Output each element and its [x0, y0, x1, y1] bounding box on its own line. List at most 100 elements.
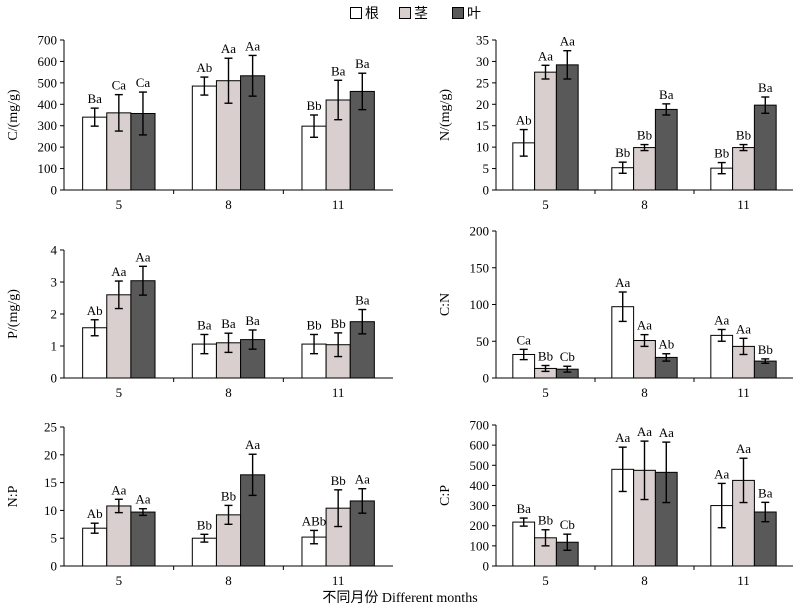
bar-leaf [349, 321, 375, 379]
data-label: Ba [245, 313, 260, 328]
y-tick-label: 0 [483, 371, 490, 386]
y-tick-label: 20 [44, 447, 57, 462]
data-label: Aa [637, 424, 652, 439]
y-axis-label: P/(mg/g) [6, 289, 21, 339]
bar-root [512, 521, 536, 567]
x-tick-label: 5 [542, 197, 549, 212]
y-axis-label: N/(mg/g) [438, 89, 453, 141]
y-tick-label: 3 [51, 275, 58, 290]
data-label: Cb [560, 517, 575, 532]
y-tick-label: 0 [51, 183, 58, 198]
x-tick-label: 11 [332, 197, 345, 212]
data-label: Aa [615, 275, 630, 290]
x-tick-label: 11 [332, 385, 345, 400]
data-label: Ba [331, 63, 346, 78]
y-tick-label: 400 [38, 97, 58, 112]
x-tick-label: 5 [542, 573, 549, 588]
chart-panel-4: 0 50 100 150 200 C:N 5 Ca Bb Cb 8 Aa Aa Ab 11 Aa Aa Bb [438, 224, 793, 400]
y-tick-label: 500 [38, 75, 58, 90]
data-label: Aa [714, 312, 729, 327]
data-label: Ab [87, 506, 103, 521]
y-tick-label: 2 [51, 307, 58, 322]
bar-root [82, 116, 108, 191]
y-tick-label: 30 [476, 54, 489, 69]
data-label: Ab [658, 337, 674, 352]
data-label: Aa [135, 249, 150, 264]
bar-leaf [130, 280, 156, 379]
y-tick-label: 0 [483, 559, 490, 574]
legend-swatch-leaf [452, 7, 464, 19]
y-tick-label: 4 [51, 243, 58, 258]
data-label: Aa [111, 264, 126, 279]
bar-leaf [130, 511, 156, 567]
data-label: Aa [615, 430, 630, 445]
x-tick-label: 8 [225, 197, 232, 212]
bar-leaf [753, 104, 777, 191]
bar-stem [732, 147, 755, 191]
x-tick-label: 8 [641, 197, 648, 212]
data-label: Bb [615, 145, 630, 160]
data-label: Bb [538, 513, 553, 528]
data-label: Bb [221, 488, 236, 503]
y-tick-label: 20 [476, 97, 489, 112]
data-label: Ba [516, 501, 531, 516]
chart-panel-5: 0 5 10 15 20 25 N:P 5 Ab Aa Aa 8 Bb Bb Aa 11 ABb Bb Aa [6, 420, 393, 588]
legend-label-leaf: 叶 [467, 7, 481, 22]
legend-item-stem: 茎 [399, 3, 428, 23]
y-tick-label: 600 [38, 54, 58, 69]
y-axis-label: C:P [438, 485, 453, 506]
bar-leaf [555, 64, 579, 191]
data-label: Ba [659, 87, 674, 102]
y-tick-label: 700 [470, 418, 490, 433]
y-tick-label: 15 [476, 118, 489, 133]
data-label: Bb [331, 316, 346, 331]
data-label: Bb [714, 146, 729, 161]
data-label: Aa [637, 318, 652, 333]
bar-leaf [654, 108, 678, 191]
data-label: Aa [736, 321, 751, 336]
bar-root [191, 537, 217, 567]
y-tick-label: 200 [470, 224, 490, 239]
y-tick-label: 100 [470, 297, 490, 312]
data-label: Ab [516, 113, 532, 128]
legend-swatch-root [350, 7, 362, 19]
data-label: Bb [637, 128, 652, 143]
y-tick-label: 150 [470, 260, 490, 275]
data-label: Aa [736, 441, 751, 456]
x-tick-label: 5 [116, 573, 123, 588]
bar-root [82, 527, 108, 567]
x-tick-label: 8 [641, 573, 648, 588]
x-tick-label: 11 [737, 197, 750, 212]
y-tick-label: 0 [51, 559, 58, 574]
bar-stem [633, 147, 656, 191]
data-label: Ba [221, 316, 236, 331]
data-label: Ba [355, 293, 370, 308]
data-label: Aa [111, 482, 126, 497]
y-tick-label: 5 [51, 531, 58, 546]
y-axis-label: C:N [438, 293, 453, 316]
y-tick-label: 400 [470, 478, 490, 493]
y-tick-label: 600 [470, 438, 490, 453]
data-label: Ba [197, 317, 212, 332]
chart-panel-6: 0 100 200 300 400 500 600 700 C:P 5 Ba Bb Cb 8 Aa Aa Aa 1… [438, 418, 793, 588]
y-tick-label: 50 [476, 334, 489, 349]
bar-stem [534, 71, 557, 191]
data-label: Ca [112, 78, 127, 93]
data-label: Bb [758, 342, 773, 357]
data-label: Aa [659, 425, 674, 440]
y-tick-label: 300 [470, 498, 490, 513]
data-label: Aa [355, 472, 370, 487]
data-label: ABb [302, 513, 327, 528]
data-label: Bb [306, 317, 321, 332]
x-tick-label: 5 [542, 385, 549, 400]
y-tick-label: 300 [38, 118, 58, 133]
x-tick-label: 5 [116, 385, 123, 400]
x-tick-label: 11 [737, 385, 750, 400]
data-label: Bb [736, 128, 751, 143]
data-label: Aa [221, 41, 236, 56]
bar-root [191, 85, 217, 191]
y-tick-label: 200 [38, 140, 58, 155]
legend-label-stem: 茎 [414, 7, 428, 22]
data-label: Aa [245, 38, 260, 53]
